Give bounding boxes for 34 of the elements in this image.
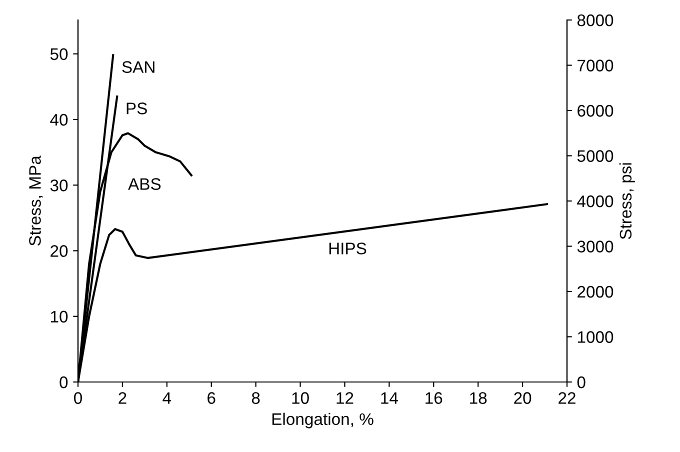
y2-tick-label: 4000 xyxy=(577,195,614,208)
series-label: HIPS xyxy=(329,242,366,254)
x-tick-label: 0 xyxy=(74,392,82,404)
y2-tick-label: 0 xyxy=(577,376,586,388)
y-tick-label: 10 xyxy=(51,310,68,323)
x-axis-title: Elongation, % xyxy=(272,412,374,428)
y2-tick-label: 1000 xyxy=(578,331,614,343)
y2-tick-label: 3000 xyxy=(577,240,614,252)
x-tick-label: 6 xyxy=(208,392,216,404)
x-tick-label: 8 xyxy=(252,392,260,404)
y2-tick-label: 8000 xyxy=(577,14,614,26)
x-tick-label: 20 xyxy=(514,392,532,404)
x-tick-label: 18 xyxy=(470,392,487,404)
x-tick-label: 4 xyxy=(162,392,172,404)
series-label: PS xyxy=(126,102,147,114)
y2-axis-title: Stress, psi xyxy=(619,163,635,240)
y2-tick-label: 6000 xyxy=(578,104,614,117)
x-tick-label: 12 xyxy=(336,392,354,404)
y2-tick-label: 5000 xyxy=(577,150,614,162)
y-tick-label: 0 xyxy=(60,376,68,388)
series-label: ABS xyxy=(128,178,161,190)
y-tick-label: 40 xyxy=(50,114,68,126)
y2-tick-label: 7000 xyxy=(578,60,614,72)
x-tick-label: 10 xyxy=(292,392,309,404)
y-tick-label: 20 xyxy=(50,245,68,257)
series-label: SAN xyxy=(122,61,154,73)
x-tick-label: 2 xyxy=(118,392,126,404)
y-axis-title: Stress, MPa xyxy=(29,156,43,246)
y2-tick-label: 2000 xyxy=(578,286,614,298)
y-tick-label: 30 xyxy=(50,180,68,192)
x-tick-label: 16 xyxy=(426,392,442,404)
x-tick-label: 22 xyxy=(558,392,576,404)
y-tick-label: 50 xyxy=(50,48,68,60)
x-tick-label: 14 xyxy=(381,392,398,404)
